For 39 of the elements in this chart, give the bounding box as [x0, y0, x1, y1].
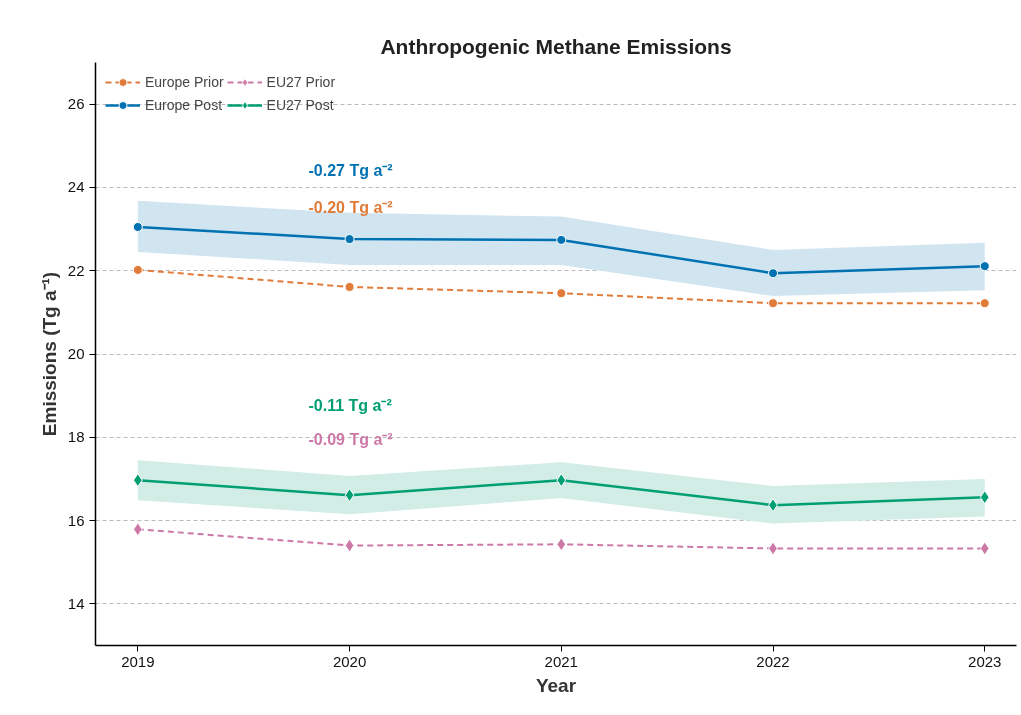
y-tick-label: 22 — [67, 261, 85, 279]
legend-label: Europe Prior — [145, 74, 224, 90]
point — [556, 288, 567, 299]
legend-label: Europe Post — [145, 97, 223, 113]
y-tick-label: 20 — [67, 345, 85, 362]
annotation: -0.27 Tg a⁻² — [308, 162, 393, 179]
legend-label: EU27 Prior — [266, 74, 336, 90]
point — [132, 222, 143, 232]
x-tick-label: 2023 — [968, 652, 1002, 670]
point — [344, 234, 355, 245]
x-tick-label: 2020 — [332, 652, 367, 670]
point — [344, 281, 355, 292]
point — [768, 298, 779, 309]
legend-label: EU27 Post — [266, 97, 334, 113]
point — [556, 537, 567, 552]
point — [979, 261, 990, 272]
y-axis-title: Emissions (Tg a⁻¹) — [38, 271, 60, 437]
point — [768, 268, 779, 279]
point — [556, 234, 567, 245]
point — [979, 490, 990, 505]
y-tick-label: 18 — [67, 428, 85, 446]
x-tick-label: 2022 — [756, 652, 790, 670]
y-tick-label: 26 — [67, 95, 85, 113]
chart-title: Anthropogenic Methane Emissions — [380, 34, 732, 58]
annotation: -0.09 Tg a⁻² — [308, 431, 393, 448]
point — [344, 488, 355, 503]
point — [979, 298, 990, 309]
point — [132, 264, 143, 275]
point — [344, 538, 355, 553]
annotation: -0.20 Tg a⁻² — [308, 199, 393, 216]
point — [556, 473, 567, 488]
x-tick-label: 2021 — [544, 652, 578, 670]
y-tick-label: 24 — [67, 178, 85, 196]
y-tick-label: 16 — [67, 511, 85, 529]
x-tick-label: 2019 — [121, 652, 155, 670]
x-axis-title: Year — [535, 674, 577, 696]
annotation: -0.11 Tg a⁻² — [308, 397, 392, 414]
y-tick-label: 14 — [67, 594, 85, 612]
point — [979, 541, 990, 556]
